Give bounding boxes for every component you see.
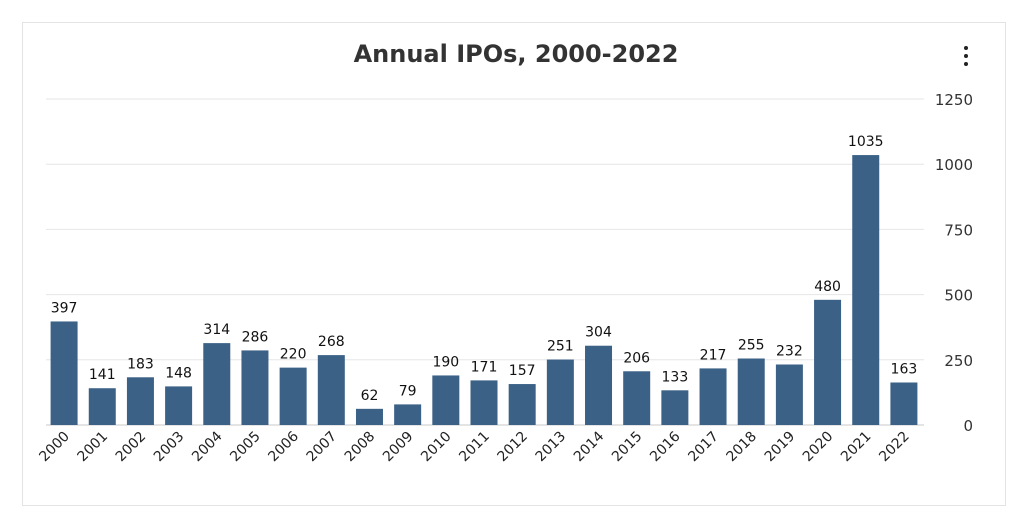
data-label-2019: 232: [776, 343, 803, 359]
data-label-2017: 217: [700, 347, 727, 363]
data-label-2013: 251: [547, 339, 574, 355]
x-tick-label-2005: 2005: [227, 429, 264, 466]
x-axis-labels: 2000 2001 2002 2003 2004 2005 2006 2007 2008 2009…: [36, 428, 912, 465]
x-tick-label-2011: 2011: [456, 429, 493, 466]
more-options-icon[interactable]: [952, 40, 980, 74]
bar-2004[interactable]: [203, 343, 231, 425]
bar-2012[interactable]: [508, 384, 536, 425]
data-label-2018: 255: [738, 337, 765, 353]
y-tick-label: 250: [944, 352, 973, 370]
y-tick-label: 0: [963, 417, 973, 435]
x-tick-label-2015: 2015: [609, 429, 646, 466]
x-tick-label-2021: 2021: [838, 429, 875, 466]
bar-2013[interactable]: [546, 359, 574, 425]
bar-2001[interactable]: [88, 388, 116, 425]
y-tick-label: 750: [944, 221, 973, 239]
data-label-2006: 220: [280, 347, 307, 363]
data-label-2020: 480: [814, 279, 841, 295]
x-tick-label-2009: 2009: [380, 429, 417, 466]
bar-2011[interactable]: [470, 380, 498, 425]
x-tick-label-2020: 2020: [800, 429, 837, 466]
bar-2015[interactable]: [623, 371, 651, 425]
y-tick-label: 1250: [935, 91, 973, 109]
x-tick-label-2014: 2014: [571, 428, 608, 465]
x-tick-label-2002: 2002: [113, 429, 150, 466]
x-tick-label-2000: 2000: [36, 429, 73, 466]
data-label-2004: 314: [203, 322, 230, 338]
bar-2018[interactable]: [737, 358, 765, 425]
data-label-2003: 148: [165, 365, 192, 381]
data-label-2016: 133: [662, 369, 689, 385]
bar-2002[interactable]: [126, 377, 154, 425]
bar-2017[interactable]: [699, 368, 727, 425]
data-label-2011: 171: [471, 359, 498, 375]
data-label-2007: 268: [318, 334, 345, 350]
bar-2019[interactable]: [775, 364, 803, 425]
y-axis-ticks: 0 250 500 750 1000 1250: [935, 91, 973, 435]
x-tick-label-2019: 2019: [762, 429, 799, 466]
bar-2014[interactable]: [585, 345, 613, 425]
data-label-2015: 206: [623, 350, 650, 366]
x-tick-label-2022: 2022: [876, 429, 913, 466]
x-tick-label-2008: 2008: [342, 429, 379, 466]
bar-2009[interactable]: [394, 404, 422, 425]
data-label-2000: 397: [51, 300, 78, 316]
bars: [50, 155, 918, 425]
x-tick-label-2013: 2013: [533, 429, 570, 466]
x-tick-label-2016: 2016: [647, 428, 684, 465]
data-label-2012: 157: [509, 363, 536, 379]
data-label-2009: 79: [399, 383, 417, 399]
x-tick-label-2003: 2003: [151, 429, 188, 466]
bar-2005[interactable]: [241, 350, 269, 425]
data-label-2002: 183: [127, 356, 154, 372]
bar-2010[interactable]: [432, 375, 460, 425]
x-tick-label-2006: 2006: [265, 428, 302, 465]
x-tick-label-2018: 2018: [724, 429, 761, 466]
y-tick-label: 500: [944, 287, 973, 305]
gridlines: [46, 98, 924, 426]
bar-2020[interactable]: [814, 299, 842, 425]
bar-2022[interactable]: [890, 382, 918, 425]
data-label-2022: 163: [891, 361, 918, 377]
bar-2016[interactable]: [661, 390, 689, 425]
data-label-2001: 141: [89, 367, 116, 383]
chart-title: Annual IPOs, 2000-2022: [353, 40, 679, 68]
data-label-2005: 286: [242, 329, 269, 345]
bar-2003[interactable]: [165, 386, 193, 425]
bar-2007[interactable]: [317, 355, 345, 425]
bar-2008[interactable]: [355, 408, 383, 425]
data-label-2010: 190: [432, 354, 459, 370]
x-tick-label-2001: 2001: [75, 429, 112, 466]
x-tick-label-2017: 2017: [685, 429, 722, 466]
x-tick-label-2007: 2007: [304, 429, 341, 466]
bar-2000[interactable]: [50, 321, 78, 425]
data-label-2014: 304: [585, 325, 612, 341]
data-label-2008: 62: [361, 388, 379, 404]
x-tick-label-2004: 2004: [189, 428, 226, 465]
data-label-2021: 1035: [848, 134, 884, 150]
x-tick-label-2012: 2012: [494, 429, 531, 466]
bar-2006[interactable]: [279, 367, 307, 425]
data-labels: 397 141 183 148 314 286 220 268 62 79 190 171 157 251…: [51, 134, 918, 404]
y-tick-label: 1000: [935, 156, 973, 174]
x-tick-label-2010: 2010: [418, 429, 455, 466]
bar-2021[interactable]: [852, 155, 880, 425]
